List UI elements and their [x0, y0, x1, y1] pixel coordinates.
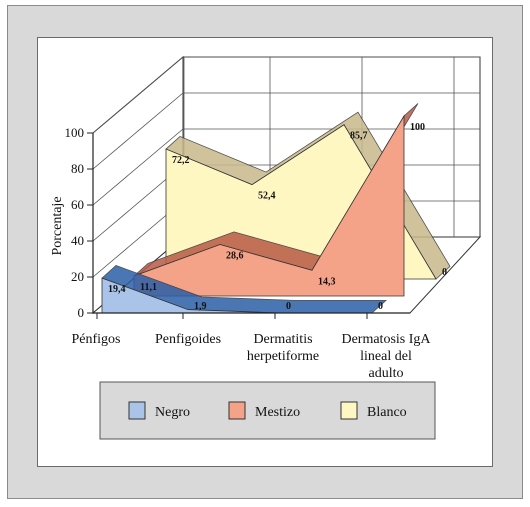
- data-label: 0: [286, 301, 291, 312]
- legend-label-negro: Negro: [155, 405, 190, 420]
- data-label: 28,6: [226, 251, 244, 262]
- data-label: 14,3: [318, 276, 336, 287]
- x-tick-label: Penfigoides: [155, 332, 221, 347]
- data-label: 1,9: [194, 301, 207, 312]
- y-tick-label: 0: [78, 305, 85, 320]
- data-label: 52,4: [258, 191, 276, 202]
- legend-swatch-mestizo: [228, 401, 246, 420]
- x-tick-label: Pénfigos: [72, 332, 121, 347]
- data-labels: 72,2 52,4 85,7 0 11,1 28,6 14,3 100 19,4 1,9 0 0: [108, 122, 447, 312]
- data-label: 11,1: [140, 282, 157, 293]
- x-tick-label: adulto: [369, 366, 404, 381]
- y-tick-label: 20: [71, 269, 84, 284]
- y-tick-label: 60: [71, 197, 84, 212]
- data-label: 19,4: [108, 284, 126, 295]
- legend-swatch-negro: [128, 401, 146, 420]
- data-label: 100: [410, 122, 425, 133]
- series-areas: [101, 103, 451, 314]
- chart-axes: 0 20 40 60 80 100 Pénfigos Penfigoides Dermatiti…: [65, 125, 432, 381]
- x-tick-label: Dermatosis IgA: [341, 332, 431, 347]
- legend-label-mestizo: Mestizo: [255, 405, 300, 420]
- gridline: [92, 128, 480, 206]
- y-axis-label: Porcentaje: [50, 196, 65, 255]
- data-label: 0: [442, 267, 447, 278]
- gridline: [92, 92, 480, 170]
- data-label: 72,2: [172, 155, 190, 166]
- legend-box: [99, 381, 436, 440]
- x-tick-label: Dermatitis: [253, 332, 312, 347]
- y-tick-label: 80: [71, 161, 84, 176]
- y-tick-label: 100: [65, 125, 85, 140]
- x-tick-label: lineal del: [360, 349, 412, 364]
- x-tick-label: herpetiforme: [247, 349, 319, 364]
- y-tick-label: 40: [71, 233, 84, 248]
- data-label: 0: [378, 301, 383, 312]
- legend-swatch-blanco: [340, 401, 358, 420]
- gridline: [92, 56, 480, 134]
- legend: Negro Mestizo Blanco: [99, 381, 436, 440]
- legend-label-blanco: Blanco: [367, 405, 407, 420]
- data-label: 85,7: [350, 131, 368, 142]
